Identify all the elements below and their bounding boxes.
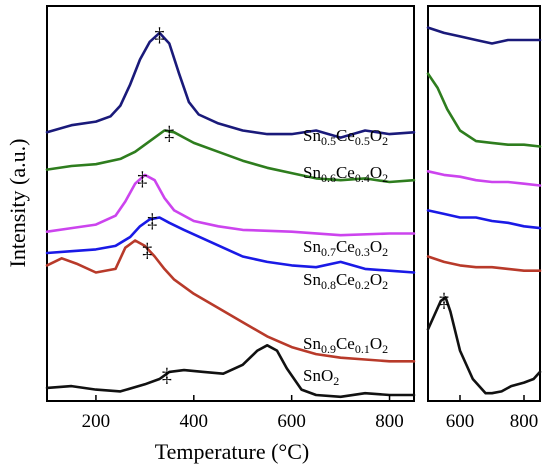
main-series-line-2	[45, 173, 416, 237]
series-label-5: SnO2	[303, 366, 339, 388]
x-axis-title: Temperature (°C)	[155, 439, 309, 464]
inset-x-tick-label-0: 600	[446, 411, 475, 432]
main-series-line-3	[45, 216, 416, 274]
inset-series-line-1	[426, 72, 542, 148]
main-series-line-5	[45, 344, 416, 399]
inset-series-line-5	[426, 296, 542, 395]
main-plot-frame	[46, 5, 415, 402]
main-series-line-1	[45, 129, 416, 184]
main-series-line-0	[45, 31, 416, 139]
main-x-tick-label-1: 400	[180, 411, 209, 432]
series-label-0: Sn0.5Ce0.5O2	[303, 126, 388, 148]
main-x-tick-label-0: 200	[82, 411, 111, 432]
main-x-tick-label-3: 800	[375, 411, 404, 432]
inset-x-ticks: 600 800	[446, 395, 539, 432]
series-label-1: Sn0.6Ce0.4O2	[303, 163, 388, 185]
main-peak-marker-3-0: ‡	[147, 210, 157, 232]
main-peak-marker-4-0: ‡	[142, 240, 152, 262]
series-labels: Sn0.5Ce0.5O2 Sn0.6Ce0.4O2 Sn0.7Ce0.3O2 Sn0.…	[303, 126, 388, 388]
series-label-2: Sn0.7Ce0.3O2	[303, 237, 388, 259]
series-label-4: Sn0.9Ce0.1O2	[303, 334, 388, 356]
main-peak-marker-1-0: ‡	[164, 122, 174, 144]
inset-series-line-0	[426, 26, 542, 45]
y-axis-title: Intensity (a.u.)	[5, 139, 30, 268]
main-peak-marker-5-0: ‡	[162, 365, 172, 387]
main-series-line-4	[45, 239, 416, 363]
inset-series-line-4	[426, 255, 542, 272]
main-series-group: ‡‡‡‡‡‡	[45, 24, 416, 399]
inset-series-line-3	[426, 209, 542, 230]
inset-series-group: ‡	[426, 26, 542, 395]
inset-series-line-2	[426, 170, 542, 187]
main-peak-marker-0-0: ‡	[155, 24, 165, 46]
inset-peak-marker-5-0: ‡	[439, 290, 449, 312]
inset-plot-frame	[427, 5, 541, 402]
main-x-ticks: 200 400 600 800	[82, 395, 404, 432]
inset-x-tick-label-1: 800	[510, 411, 539, 432]
series-label-3: Sn0.8Ce0.2O2	[303, 270, 388, 292]
main-peak-marker-2-0: ‡	[137, 168, 147, 190]
main-x-tick-label-2: 600	[277, 411, 306, 432]
